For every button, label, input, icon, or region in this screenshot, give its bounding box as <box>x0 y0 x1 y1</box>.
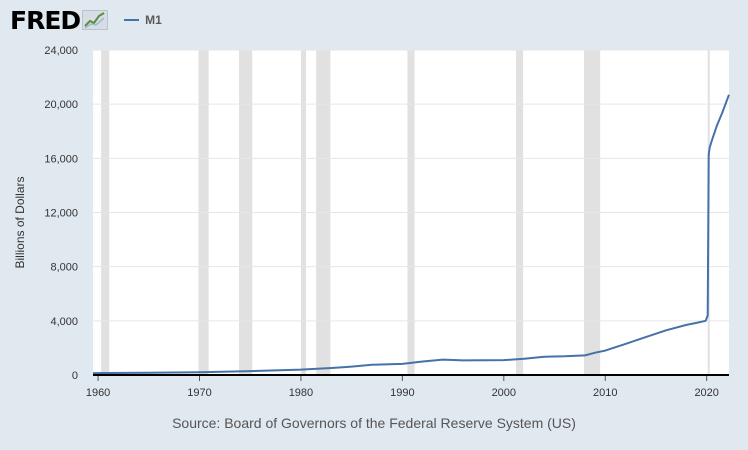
y-axis-label: Billions of Dollars <box>13 176 27 268</box>
chart-trend-icon <box>82 10 109 30</box>
y-tick-label: 16,000 <box>44 153 78 165</box>
legend-label: M1 <box>145 13 162 27</box>
y-tick-label: 0 <box>72 370 78 382</box>
chart-legend[interactable]: M1 <box>124 13 162 27</box>
y-tick-label: 20,000 <box>44 99 78 111</box>
source-note: Source: Board of Governors of the Federa… <box>172 415 576 431</box>
fred-logo-text: FRED <box>10 5 81 35</box>
series-line-m1 <box>92 94 730 375</box>
x-tick-label: 2020 <box>694 387 718 399</box>
x-tick-label: 1990 <box>390 387 414 399</box>
y-tick-label: 24,000 <box>44 45 78 57</box>
x-tick-label: 2000 <box>492 387 516 399</box>
x-tick-label: 2010 <box>593 387 617 399</box>
x-tick-label: 1970 <box>187 387 211 399</box>
y-tick-label: 4,000 <box>50 316 78 328</box>
y-tick-label: 12,000 <box>44 208 78 220</box>
x-tick-label: 1980 <box>289 387 313 399</box>
fred-logo[interactable]: FRED <box>10 5 109 35</box>
legend-swatch <box>124 19 140 21</box>
y-tick-label: 8,000 <box>50 262 78 274</box>
header: FRED M1 <box>10 5 162 35</box>
x-tick-label: 1960 <box>86 387 110 399</box>
